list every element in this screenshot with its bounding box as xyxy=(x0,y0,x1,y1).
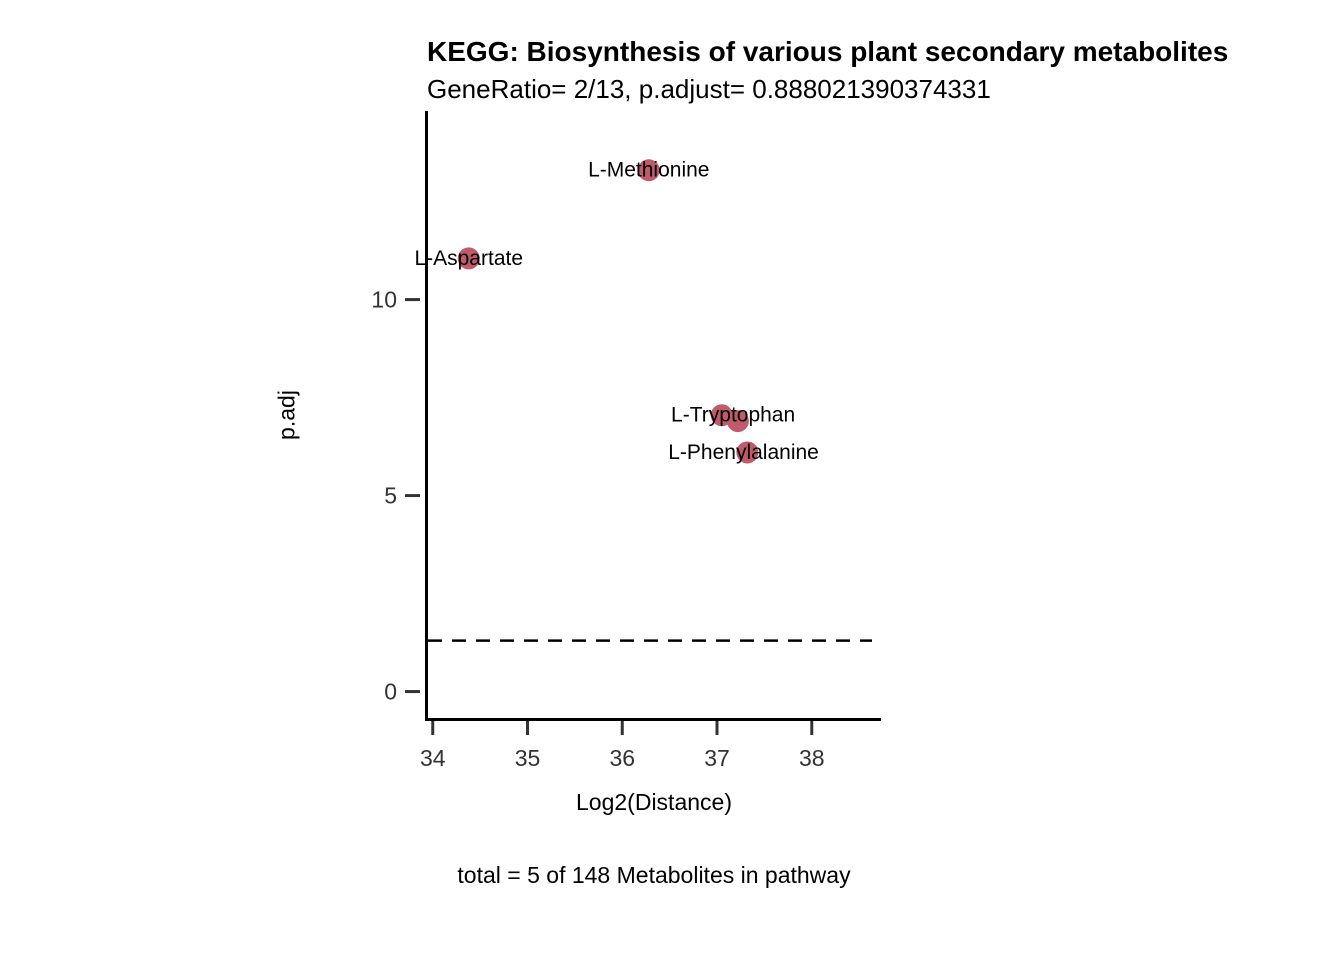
data-point xyxy=(637,159,660,182)
point-label: L-Methionine xyxy=(588,159,709,182)
x-tick-label: 37 xyxy=(704,745,730,771)
x-axis-title: Log2(Distance) xyxy=(576,789,732,815)
x-tick-label: 35 xyxy=(515,745,541,771)
y-tick-label: 0 xyxy=(384,679,397,705)
data-point xyxy=(736,441,759,464)
x-tick-label: 38 xyxy=(799,745,825,771)
chart-subtitle: GeneRatio= 2/13, p.adjust= 0.88802139037… xyxy=(427,74,991,104)
chart-title: KEGG: Biosynthesis of various plant seco… xyxy=(427,36,1229,67)
data-point xyxy=(457,247,480,270)
chart-caption: total = 5 of 148 Metabolites in pathway xyxy=(457,862,851,888)
y-tick-label: 10 xyxy=(371,287,397,313)
data-point xyxy=(726,410,749,433)
x-tick-label: 34 xyxy=(420,745,446,771)
x-tick-label: 36 xyxy=(609,745,635,771)
point-label: L-Aspartate xyxy=(414,247,523,270)
point-label: L-Tryptophan xyxy=(671,404,795,427)
point-label: L-Phenylalanine xyxy=(668,441,819,464)
y-tick-label: 5 xyxy=(384,483,397,509)
